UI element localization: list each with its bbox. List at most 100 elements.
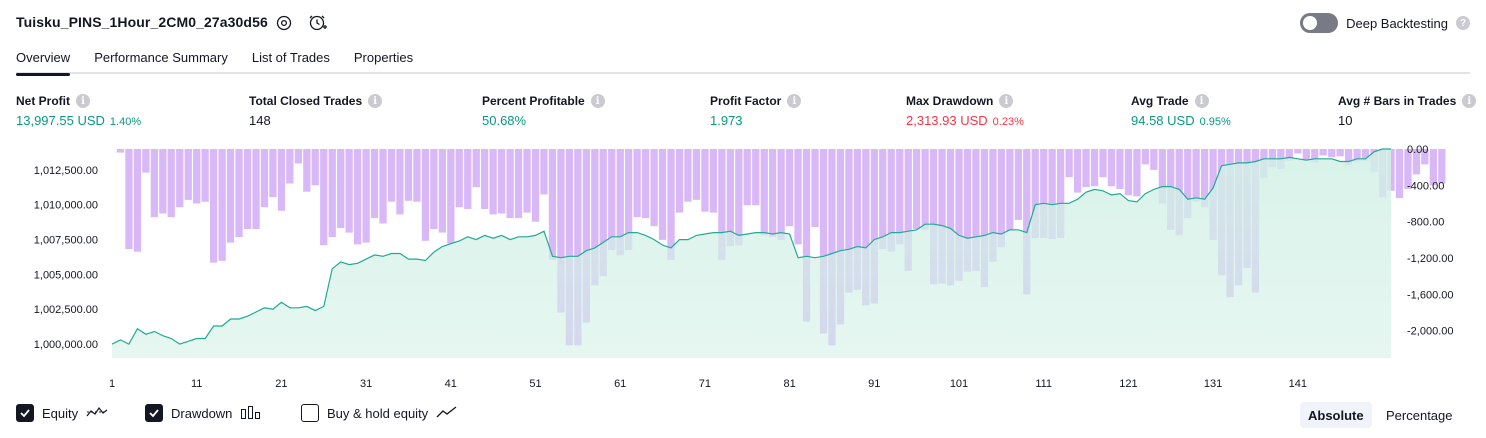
drawdown-bar (362, 149, 370, 243)
info-icon[interactable]: i (76, 94, 90, 108)
info-icon[interactable]: i (999, 94, 1014, 108)
drawdown-bar (599, 149, 607, 277)
equity-checkbox[interactable]: Equity (16, 404, 108, 422)
tab-list-of-trades[interactable]: List of Trades (251, 50, 330, 65)
drawdown-bar (658, 149, 667, 240)
drawdown-bar (1023, 149, 1031, 295)
equity-label: Equity (42, 405, 79, 421)
drawdown-bar (430, 149, 438, 229)
drawdown-bar (633, 149, 641, 218)
info-icon[interactable]: i (590, 94, 605, 108)
info-icon[interactable]: i (787, 94, 802, 108)
drawdown-bar (1395, 149, 1404, 199)
deep-backtesting-toggle[interactable] (1300, 13, 1339, 33)
drawdown-bar (921, 149, 929, 230)
drawdown-bar (303, 149, 311, 192)
drawdown-bar (692, 149, 701, 200)
drawdown-bar (1150, 149, 1158, 170)
drawdown-bar (616, 149, 624, 256)
equity-axis-tick: 1,000,000.00 (34, 339, 98, 351)
drawdown-bar (870, 149, 878, 304)
tab-performance-summary[interactable]: Performance Summary (94, 50, 228, 65)
x-axis-tick: 141 (1289, 378, 1307, 390)
x-axis-tick: 71 (699, 378, 711, 390)
drawdown-bar (294, 149, 302, 164)
drawdown-bar (210, 149, 218, 263)
drawdown-bar (1429, 149, 1437, 186)
drawdown-bar (1192, 149, 1200, 202)
drawdown-bar (1302, 149, 1310, 160)
drawdown-bar (972, 149, 980, 271)
drawdown-bar (311, 149, 319, 186)
buy-hold-line-icon (436, 405, 458, 422)
drawdown-bar (667, 149, 675, 260)
drawdown-bar (370, 149, 379, 219)
drawdown-bar (777, 149, 785, 240)
equity-drawdown-chart[interactable]: 1,000,000.00 1,002,500.00 1,005,000.00 1,00… (0, 140, 1486, 400)
drawdown-bar (709, 149, 717, 213)
drawdown-bar (997, 149, 1005, 248)
drawdown-bar (836, 149, 845, 325)
drawdown-bar (193, 149, 201, 204)
drawdown-bar (980, 149, 989, 288)
drawdown-bar (345, 149, 353, 233)
drawdown-bar (1082, 149, 1090, 188)
drawdown-bar (896, 149, 904, 245)
equity-axis-tick: 1,005,000.00 (34, 269, 98, 281)
settings-gear-icon[interactable] (274, 13, 294, 33)
metric-label: Percent Profitable (482, 94, 585, 108)
drawdown-bar (354, 149, 362, 245)
info-icon[interactable]: i (368, 94, 383, 108)
drawdown-bar (438, 149, 446, 233)
drawdown-bar (1294, 149, 1302, 154)
info-icon[interactable]: i (1194, 94, 1209, 108)
drawdown-bar (582, 149, 590, 323)
drawdown-bar (404, 149, 413, 201)
buy-hold-equity-checkbox[interactable]: Buy & hold equity (301, 404, 458, 422)
drawdown-bar (591, 149, 599, 286)
drawdown-bar (489, 149, 497, 215)
drawdown-bar (989, 149, 997, 262)
metric-value: 50.68% (482, 113, 527, 128)
drawdown-bar (675, 149, 684, 213)
equity-axis-tick: 1,012,500.00 (34, 165, 98, 177)
drawdown-bar (481, 149, 489, 209)
drawdown-checkbox[interactable]: Drawdown (145, 404, 262, 422)
drawdown-bar (142, 149, 150, 173)
tab-overview[interactable]: Overview (16, 44, 71, 76)
drawdown-bar (226, 149, 235, 243)
help-question-icon[interactable]: ? (1456, 16, 1470, 30)
metric-total-closed-trades: Total Closed Trades i 148 (249, 94, 383, 128)
drawdown-bar (1438, 149, 1446, 184)
drawdown-bar (540, 149, 548, 195)
drawdown-bar (150, 149, 158, 218)
equity-area (112, 149, 1391, 358)
info-icon[interactable]: i (1462, 94, 1477, 108)
drawdown-bar (726, 149, 734, 247)
drawdown-bar (1090, 149, 1099, 187)
drawdown-bar (320, 149, 328, 246)
drawdown-bar (1285, 149, 1293, 161)
drawdown-bar (269, 149, 277, 198)
checkbox-checked-icon (145, 404, 163, 422)
drawdown-bar (1311, 149, 1319, 163)
x-axis-tick: 61 (614, 378, 626, 390)
x-axis-tick: 131 (1204, 378, 1222, 390)
absolute-mode-button[interactable]: Absolute (1300, 402, 1372, 428)
x-axis-tick: 101 (950, 378, 968, 390)
x-axis-tick: 121 (1119, 378, 1137, 390)
drawdown-bar (1031, 149, 1039, 239)
drawdown-bar (887, 149, 895, 252)
add-alert-clock-icon[interactable] (308, 13, 328, 33)
percentage-mode-button[interactable]: Percentage (1386, 407, 1453, 423)
x-axis-tick: 21 (275, 378, 287, 390)
drawdown-bar (252, 149, 260, 229)
x-axis-tick: 1 (109, 378, 115, 390)
drawdown-bar (506, 149, 514, 219)
tab-properties[interactable]: Properties (353, 50, 414, 65)
drawdown-bar (794, 149, 802, 245)
tab-bar: Overview Performance Summary List of Tra… (16, 44, 1470, 76)
drawdown-bar (1421, 149, 1429, 165)
metric-label: Avg # Bars in Trades (1338, 94, 1457, 108)
drawdown-bar (701, 149, 709, 212)
